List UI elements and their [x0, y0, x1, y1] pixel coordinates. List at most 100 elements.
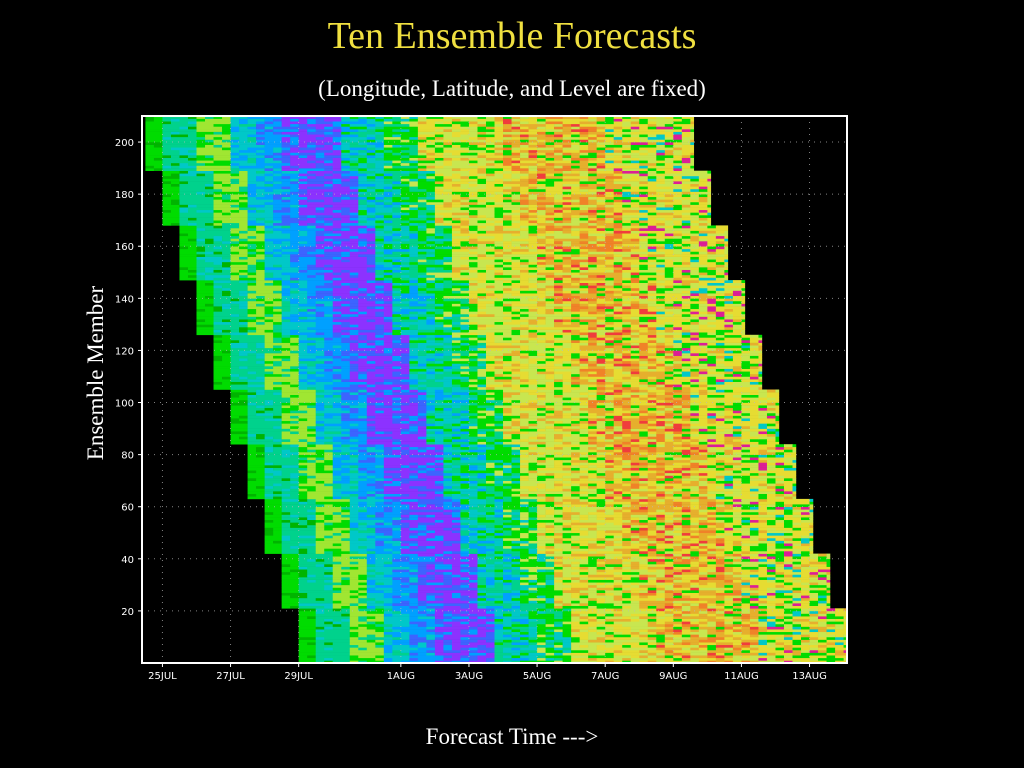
heatmap-cell	[503, 649, 521, 653]
heatmap-cell	[315, 418, 342, 422]
heatmap-cell	[375, 553, 393, 557]
heatmap-cell	[588, 472, 597, 476]
heatmap-cell	[434, 504, 444, 508]
heatmap-cell	[468, 629, 478, 633]
heatmap-cell	[571, 551, 589, 554]
heatmap-cell	[503, 465, 512, 468]
heatmap-cell	[537, 626, 572, 630]
heatmap-cell	[298, 660, 316, 664]
heatmap-cell	[656, 608, 666, 612]
heatmap-cell	[579, 436, 589, 440]
heatmap-cell	[375, 475, 385, 479]
heatmap-cell	[511, 496, 521, 500]
heatmap-cell	[792, 660, 802, 664]
heatmap-cell	[358, 530, 376, 534]
heatmap-cell	[503, 623, 512, 627]
heatmap-cell	[783, 636, 793, 640]
heatmap-cell	[741, 491, 759, 494]
heatmap-cell	[690, 522, 700, 526]
heatmap-cell	[707, 655, 717, 659]
heatmap-cell	[690, 394, 700, 398]
heatmap-cell	[639, 590, 649, 593]
heatmap-cell	[256, 433, 265, 437]
heatmap-cell	[775, 418, 780, 422]
heatmap-cell	[434, 465, 444, 468]
heatmap-cell	[460, 410, 470, 414]
heatmap-cell	[707, 436, 717, 440]
heatmap-cell	[315, 613, 342, 617]
heatmap-cell	[783, 605, 793, 609]
heatmap-cell	[681, 647, 691, 651]
heatmap-cell	[324, 402, 334, 406]
heatmap-cell	[426, 472, 444, 476]
heatmap-cell	[375, 394, 419, 398]
heatmap-cell	[588, 603, 614, 606]
heatmap-cell	[613, 610, 623, 614]
heatmap-cell	[230, 405, 248, 409]
heatmap-cell	[443, 446, 453, 450]
heatmap-cell	[494, 462, 504, 466]
heatmap-cell	[673, 433, 683, 437]
heatmap-cell	[443, 537, 461, 541]
heatmap-cell	[349, 537, 359, 541]
heatmap-cell	[281, 438, 291, 442]
heatmap-cell	[375, 511, 385, 515]
heatmap-cell	[332, 587, 342, 591]
heatmap-cell	[792, 582, 802, 586]
heatmap-cell	[468, 616, 478, 620]
heatmap-cell	[537, 386, 555, 390]
heatmap-cell	[528, 467, 538, 471]
heatmap-cell	[792, 524, 810, 528]
heatmap-cell	[485, 384, 504, 388]
heatmap-cell	[545, 657, 555, 661]
heatmap-cell	[375, 629, 385, 633]
heatmap-cell	[724, 438, 734, 442]
heatmap-cell	[801, 537, 810, 541]
heatmap-cell	[579, 579, 589, 583]
heatmap-cell	[698, 610, 708, 614]
heatmap-cell	[571, 527, 580, 531]
heatmap-cell	[392, 480, 402, 484]
heatmap-cell	[366, 616, 376, 620]
heatmap-cell	[409, 420, 419, 424]
heatmap-cell	[673, 511, 691, 515]
heatmap-cell	[766, 470, 797, 474]
heatmap-cell	[681, 501, 691, 505]
heatmap-cell	[613, 459, 623, 463]
heatmap-cell	[511, 556, 521, 560]
heatmap-cell	[588, 496, 606, 500]
heatmap-cell	[758, 621, 768, 625]
heatmap-cell	[460, 524, 470, 528]
heatmap-cell	[681, 397, 691, 401]
heatmap-cell	[426, 621, 436, 625]
heatmap-cell	[434, 410, 444, 414]
heatmap-cell	[749, 412, 759, 416]
heatmap-cell	[724, 626, 734, 630]
heatmap-cell	[554, 605, 563, 609]
heatmap-cell	[332, 574, 359, 578]
heatmap-cell	[656, 631, 666, 635]
heatmap-cell	[783, 506, 793, 510]
heatmap-cell	[801, 587, 819, 591]
heatmap-cell	[588, 394, 597, 398]
heatmap-cell	[622, 493, 632, 497]
heatmap-cell	[298, 551, 308, 554]
heatmap-cell	[622, 504, 632, 508]
heatmap-cell	[375, 478, 385, 481]
heatmap-cell	[460, 527, 470, 531]
heatmap-cell	[494, 459, 504, 463]
heatmap-cell	[783, 592, 793, 596]
heatmap-cell	[443, 399, 453, 403]
heatmap-cell	[511, 410, 546, 414]
heatmap-cell	[281, 478, 291, 481]
heatmap-cell	[562, 425, 572, 429]
heatmap-cell	[392, 587, 419, 591]
heatmap-cell	[562, 537, 572, 541]
heatmap-cell	[775, 459, 785, 463]
heatmap-cell	[766, 402, 776, 406]
heatmap-cell	[673, 587, 691, 591]
heatmap-cell	[622, 540, 632, 544]
heatmap-cell	[698, 467, 717, 471]
heatmap-cell	[375, 600, 385, 604]
heatmap-cell	[332, 569, 368, 573]
